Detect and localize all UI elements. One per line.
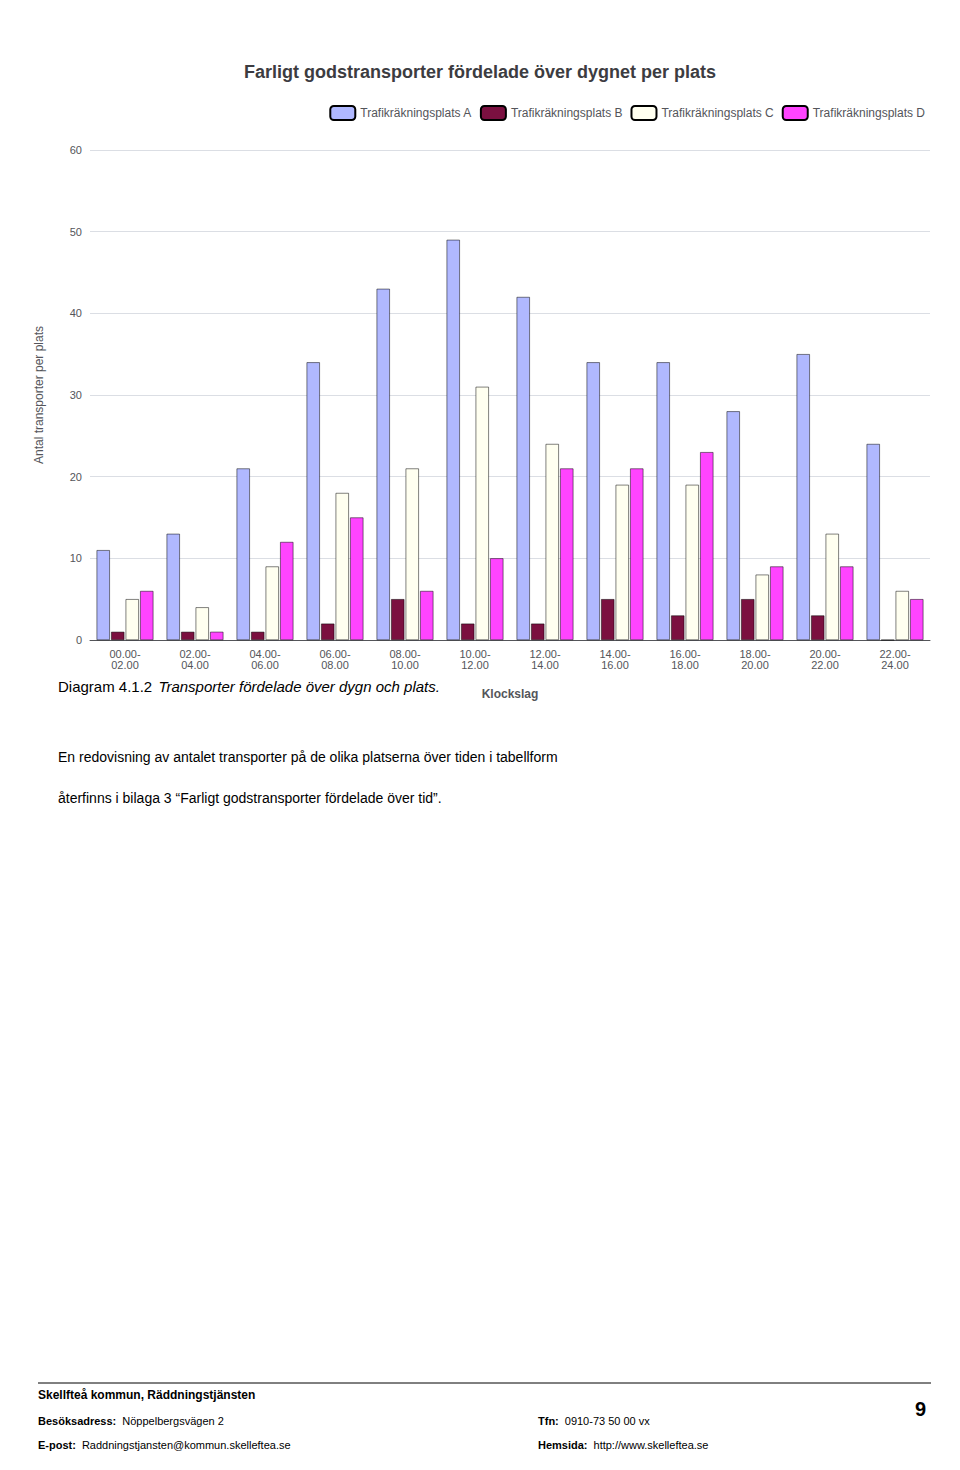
svg-text:18.00: 18.00 (671, 659, 699, 671)
svg-text:Transporter fördelade över dyg: Transporter fördelade över dygn och plat… (158, 678, 440, 695)
svg-text:22.00: 22.00 (811, 659, 839, 671)
svg-text:50: 50 (70, 226, 82, 238)
svg-text:30: 30 (70, 389, 82, 401)
svg-text:Nöppelbergsvägen 2: Nöppelbergsvägen 2 (122, 1415, 224, 1427)
svg-text:06.00: 06.00 (251, 659, 279, 671)
svg-text:20: 20 (70, 471, 82, 483)
svg-text:Diagram 4.1.2: Diagram 4.1.2 (58, 678, 152, 695)
svg-text:10.00: 10.00 (391, 659, 419, 671)
svg-text:14.00: 14.00 (531, 659, 559, 671)
svg-text:22.00-: 22.00- (879, 647, 911, 660)
svg-text:24.00: 24.00 (881, 659, 909, 671)
svg-text:04.00-: 04.00- (249, 647, 281, 660)
svg-text:Skellfteå kommun, Räddningstjä: Skellfteå kommun, Räddningstjänsten (38, 1388, 255, 1402)
svg-text:02.00-: 02.00- (179, 647, 211, 660)
svg-text:Farligt godstransporter fördel: Farligt godstransporter fördelade över d… (244, 62, 716, 82)
svg-text:10.00-: 10.00- (459, 647, 491, 660)
svg-text:Hemsida:: Hemsida: (538, 1439, 588, 1451)
svg-text:02.00: 02.00 (111, 659, 139, 671)
svg-text:10: 10 (70, 552, 82, 564)
svg-text:08.00: 08.00 (321, 659, 349, 671)
svg-text:Besöksadress:: Besöksadress: (38, 1415, 116, 1427)
svg-text:04.00: 04.00 (181, 659, 209, 671)
svg-text:40: 40 (70, 307, 82, 319)
svg-text:12.00-: 12.00- (529, 647, 561, 660)
svg-text:9: 9 (915, 1398, 926, 1420)
svg-text:0: 0 (76, 634, 82, 646)
svg-text:18.00-: 18.00- (739, 647, 771, 660)
svg-text:20.00-: 20.00- (809, 647, 841, 660)
svg-text:Antal transporter per plats: Antal transporter per plats (32, 326, 46, 464)
svg-text:20.00: 20.00 (741, 659, 769, 671)
svg-text:återfinns i bilaga 3 “Farligt: återfinns i bilaga 3 “Farligt godstransp… (58, 790, 442, 806)
svg-text:Trafikräkningsplats D: Trafikräkningsplats D (813, 106, 926, 120)
svg-text:14.00-: 14.00- (599, 647, 631, 660)
svg-text:60: 60 (70, 144, 82, 156)
svg-text:En redovisning av antalet tran: En redovisning av antalet transporter på… (58, 749, 558, 765)
svg-text:00.00-: 00.00- (109, 647, 141, 660)
svg-text:0910-73 50 00 vx: 0910-73 50 00 vx (565, 1415, 651, 1427)
svg-text:Trafikräkningsplats A: Trafikräkningsplats A (360, 106, 471, 120)
svg-text:16.00-: 16.00- (669, 647, 701, 660)
svg-text:06.00-: 06.00- (319, 647, 351, 660)
svg-text:08.00-: 08.00- (389, 647, 421, 660)
svg-text:Trafikräkningsplats C: Trafikräkningsplats C (661, 106, 774, 120)
svg-text:Klockslag: Klockslag (482, 687, 539, 701)
svg-text:12.00: 12.00 (461, 659, 489, 671)
svg-text:Tfn:: Tfn: (538, 1415, 559, 1427)
svg-text:Raddningstjansten@kommun.skell: Raddningstjansten@kommun.skelleftea.se (82, 1439, 291, 1451)
svg-text:Trafikräkningsplats B: Trafikräkningsplats B (511, 106, 623, 120)
svg-text:E-post:: E-post: (38, 1439, 76, 1451)
svg-text:16.00: 16.00 (601, 659, 629, 671)
svg-text:http://www.skelleftea.se: http://www.skelleftea.se (594, 1439, 709, 1451)
